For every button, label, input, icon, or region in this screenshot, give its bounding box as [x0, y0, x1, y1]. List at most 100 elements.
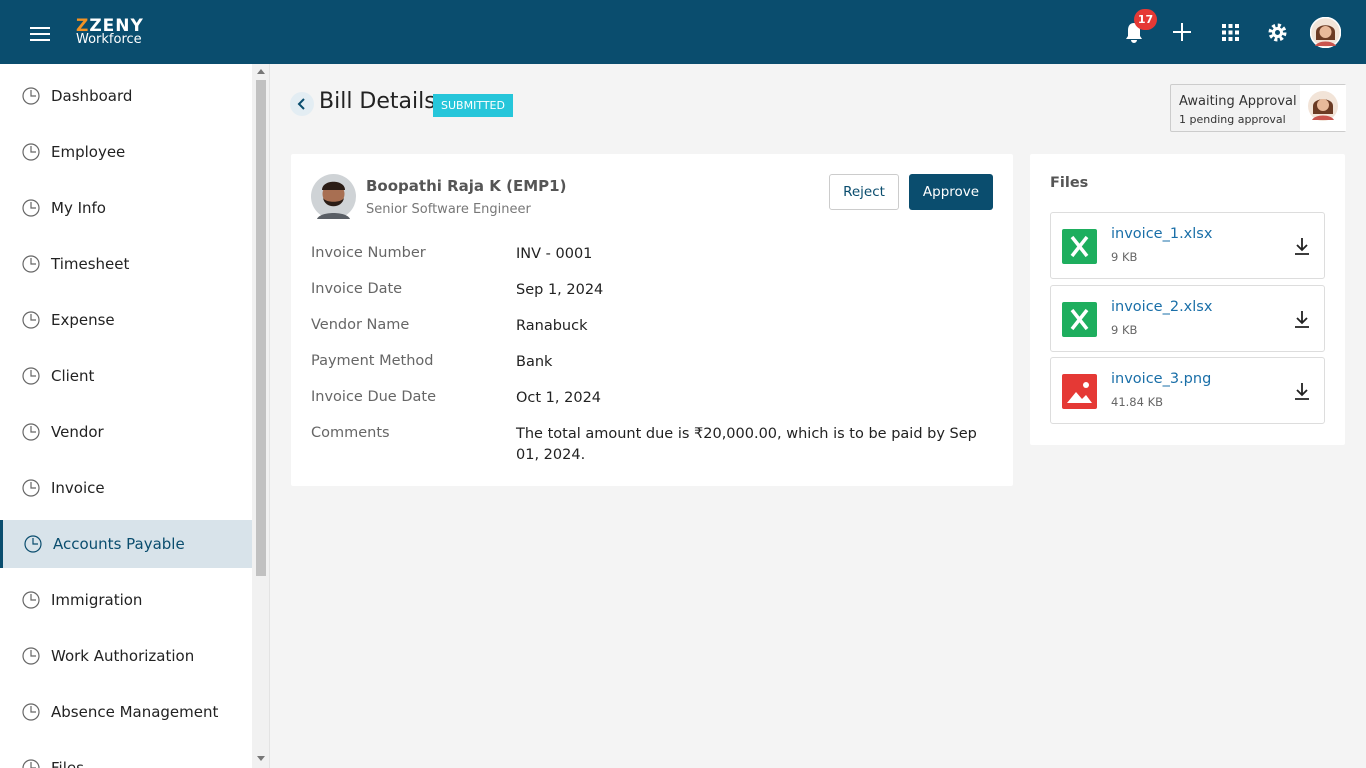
reject-button[interactable]: Reject: [829, 174, 899, 210]
nav-label: Accounts Payable: [53, 535, 185, 553]
file-icon-x: [1070, 308, 1089, 330]
nav-icon-shape: [32, 538, 38, 545]
nav-item[interactable]: Absence Management: [0, 688, 252, 736]
approve-button[interactable]: Approve: [909, 174, 993, 210]
nav-item[interactable]: Files: [0, 744, 252, 768]
logo-subtitle: Workforce: [76, 32, 142, 47]
nav-icon: [22, 311, 40, 329]
approval-subtitle: 1 pending approval: [1179, 113, 1286, 126]
file-name[interactable]: invoice_2.xlsx: [1111, 298, 1213, 315]
download-arrow: [1295, 383, 1309, 400]
sidebar: Dashboard Employee My Info Timesheet Expense…: [0, 64, 252, 768]
field-label: Invoice Due Date: [311, 389, 436, 405]
nav-icon: [24, 535, 42, 553]
scroll-down[interactable]: [257, 756, 265, 762]
nav-label: Vendor: [51, 423, 104, 441]
nav-icon-shape: [30, 594, 36, 601]
settings-button[interactable]: [1267, 22, 1288, 43]
file-name[interactable]: invoice_1.xlsx: [1111, 226, 1213, 242]
nav-label: Absence Management: [51, 703, 219, 721]
file-size: 9 KB: [1111, 250, 1138, 264]
download-button[interactable]: [1294, 309, 1310, 329]
nav-icon-shape: [22, 423, 40, 441]
nav-icon-shape: [30, 370, 36, 377]
file-item: invoice_3.png 41.84 KB: [1050, 357, 1325, 424]
nav-label: Immigration: [51, 591, 143, 609]
file-item: invoice_2.xlsx 9 KB: [1050, 284, 1325, 352]
file-size: 9 KB: [1111, 322, 1138, 337]
logo-text: ZENY: [89, 16, 144, 36]
nav-item[interactable]: My Info: [0, 184, 252, 232]
files-title: Files: [1050, 175, 1089, 191]
nav-icon-shape: [30, 650, 36, 657]
nav-label: Dashboard: [51, 87, 133, 105]
nav-icon: [22, 423, 40, 441]
field-label: Payment Method: [311, 353, 434, 369]
nav-icon-shape: [22, 143, 40, 161]
nav-item[interactable]: Expense: [0, 296, 252, 344]
file-icon: [1062, 374, 1097, 409]
add-button[interactable]: [1173, 23, 1191, 41]
file-icon-bg: [1062, 374, 1097, 409]
back-button[interactable]: [290, 92, 314, 116]
nav-icon: [22, 759, 40, 768]
nav-label: Client: [51, 367, 95, 385]
nav-label: Invoice: [51, 479, 105, 497]
scroll-thumb[interactable]: [256, 80, 266, 576]
nav-item[interactable]: Vendor: [0, 408, 252, 456]
employee-name: Boopathi Raja K (EMP1): [366, 177, 567, 195]
nav-item[interactable]: Timesheet: [0, 240, 252, 288]
nav-icon-shape: [22, 647, 40, 665]
file-item: invoice_1.xlsx 9 KB: [1050, 212, 1325, 279]
nav-label: Work Authorization: [51, 647, 195, 665]
status-badge: SUBMITTED: [433, 94, 513, 117]
approval-box[interactable]: Awaiting Approval 1 pending approval: [1170, 84, 1346, 132]
nav-item[interactable]: Invoice: [0, 464, 252, 512]
nav-item[interactable]: Immigration: [0, 576, 252, 624]
nav-item[interactable]: Employee: [0, 128, 252, 176]
scrollbar[interactable]: [252, 64, 270, 768]
field-label: Invoice Number: [311, 245, 426, 261]
nav-icon-shape: [30, 482, 36, 489]
download-button[interactable]: [1294, 236, 1310, 256]
nav-icon-shape: [22, 759, 40, 768]
field-label: Vendor Name: [311, 317, 410, 333]
nav-item[interactable]: Client: [0, 352, 252, 400]
nav-icon-shape: [30, 426, 36, 433]
field-label: Comments: [311, 425, 390, 441]
nav-icon-shape: [24, 535, 42, 553]
file-name[interactable]: invoice_3.png: [1111, 371, 1212, 387]
approval-title: Awaiting Approval: [1179, 94, 1297, 109]
field-value: Oct 1, 2024: [516, 390, 602, 406]
top-bar: ZZENY Workforce 17: [0, 0, 1366, 64]
nav-label: My Info: [51, 199, 106, 217]
menu-button[interactable]: [30, 26, 50, 42]
nav-icon-shape: [30, 706, 36, 713]
nav-item[interactable]: Work Authorization: [0, 632, 252, 680]
nav-icon: [22, 143, 40, 161]
file-size: 41.84 KB: [1111, 395, 1164, 409]
download-arrow: [1295, 238, 1309, 255]
nav-icon-shape: [22, 591, 40, 609]
nav-icon-shape: [22, 255, 40, 273]
nav-icon-shape: [30, 90, 36, 97]
nav-item[interactable]: Accounts Payable: [0, 520, 252, 568]
nav-item[interactable]: Dashboard: [0, 72, 252, 120]
user-avatar[interactable]: [1310, 17, 1341, 48]
nav-icon: [22, 703, 40, 721]
nav-icon-shape: [22, 87, 40, 105]
files-card: Files invoice_1.xlsx 9 KB invoice_2.xlsx 9 …: [1030, 154, 1345, 445]
apps-button[interactable]: [1222, 24, 1239, 41]
field-value: The total amount due is ₹20,000.00, whic…: [516, 426, 977, 463]
logo[interactable]: ZZENY: [76, 16, 144, 36]
field-value: Ranabuck: [516, 318, 588, 334]
bill-card: Boopathi Raja K (EMP1) Senior Software E…: [291, 154, 1013, 486]
scroll-up[interactable]: [257, 69, 265, 75]
nav-icon: [22, 591, 40, 609]
notification-badge: 17: [1134, 9, 1157, 30]
nav-icon-shape: [22, 703, 40, 721]
nav-icon-shape: [30, 202, 36, 209]
download-button[interactable]: [1294, 381, 1310, 401]
nav-icon: [22, 647, 40, 665]
